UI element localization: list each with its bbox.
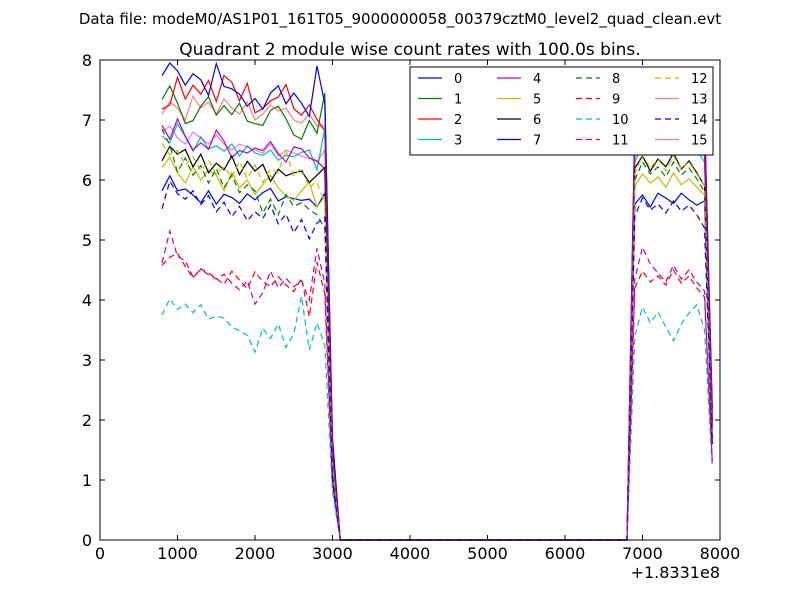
legend-label-13: 13 <box>691 93 708 108</box>
y-tick-label: 1 <box>82 471 92 490</box>
legend-label-6: 6 <box>533 113 541 128</box>
y-tick-label: 2 <box>82 411 92 430</box>
x-tick-label: 5000 <box>467 544 508 563</box>
y-tick-label: 6 <box>82 171 92 190</box>
legend-label-5: 5 <box>533 93 541 108</box>
legend-label-14: 14 <box>691 113 708 128</box>
legend-label-7: 7 <box>533 134 541 149</box>
legend-box <box>409 66 714 156</box>
series-line-8 <box>161 128 713 541</box>
x-tick-label: 7000 <box>622 544 663 563</box>
legend-label-9: 9 <box>612 93 620 108</box>
y-tick-label: 7 <box>82 111 92 130</box>
series-line-0 <box>161 174 713 541</box>
legend-label-15: 15 <box>691 134 708 149</box>
figure-suptitle: Data file: modeM0/AS1P01_161T05_90000000… <box>79 10 721 29</box>
y-tick-label: 0 <box>82 531 92 550</box>
y-tick-label: 5 <box>82 231 92 250</box>
series-line-3 <box>161 122 713 541</box>
legend-label-8: 8 <box>612 72 620 87</box>
x-tick-label: 6000 <box>545 544 586 563</box>
legend-label-0: 0 <box>454 72 462 87</box>
legend-label-3: 3 <box>454 134 462 149</box>
legend-label-1: 1 <box>454 93 462 108</box>
x-tick-label: 2000 <box>235 544 276 563</box>
legend-label-12: 12 <box>691 72 708 87</box>
axis-ticks: 0 1000 2000 3000 4000 5000 6000 7000 80000123456… <box>82 51 741 563</box>
x-tick-label: 0 <box>95 544 105 563</box>
legend-label-2: 2 <box>454 113 462 128</box>
legend-label-11: 11 <box>612 134 629 149</box>
legend-label-4: 4 <box>533 72 541 87</box>
x-tick-label: 3000 <box>312 544 353 563</box>
x-tick-label: 8000 <box>700 544 741 563</box>
y-tick-label: 3 <box>82 351 92 370</box>
x-offset-label: +1.8331e8 <box>631 563 720 582</box>
y-tick-label: 4 <box>82 291 92 310</box>
legend-label-10: 10 <box>612 113 629 128</box>
x-tick-label: 1000 <box>157 544 198 563</box>
y-tick-label: 8 <box>82 51 92 70</box>
x-tick-label: 4000 <box>390 544 431 563</box>
chart-title: Quadrant 2 module wise count rates with … <box>179 40 640 60</box>
